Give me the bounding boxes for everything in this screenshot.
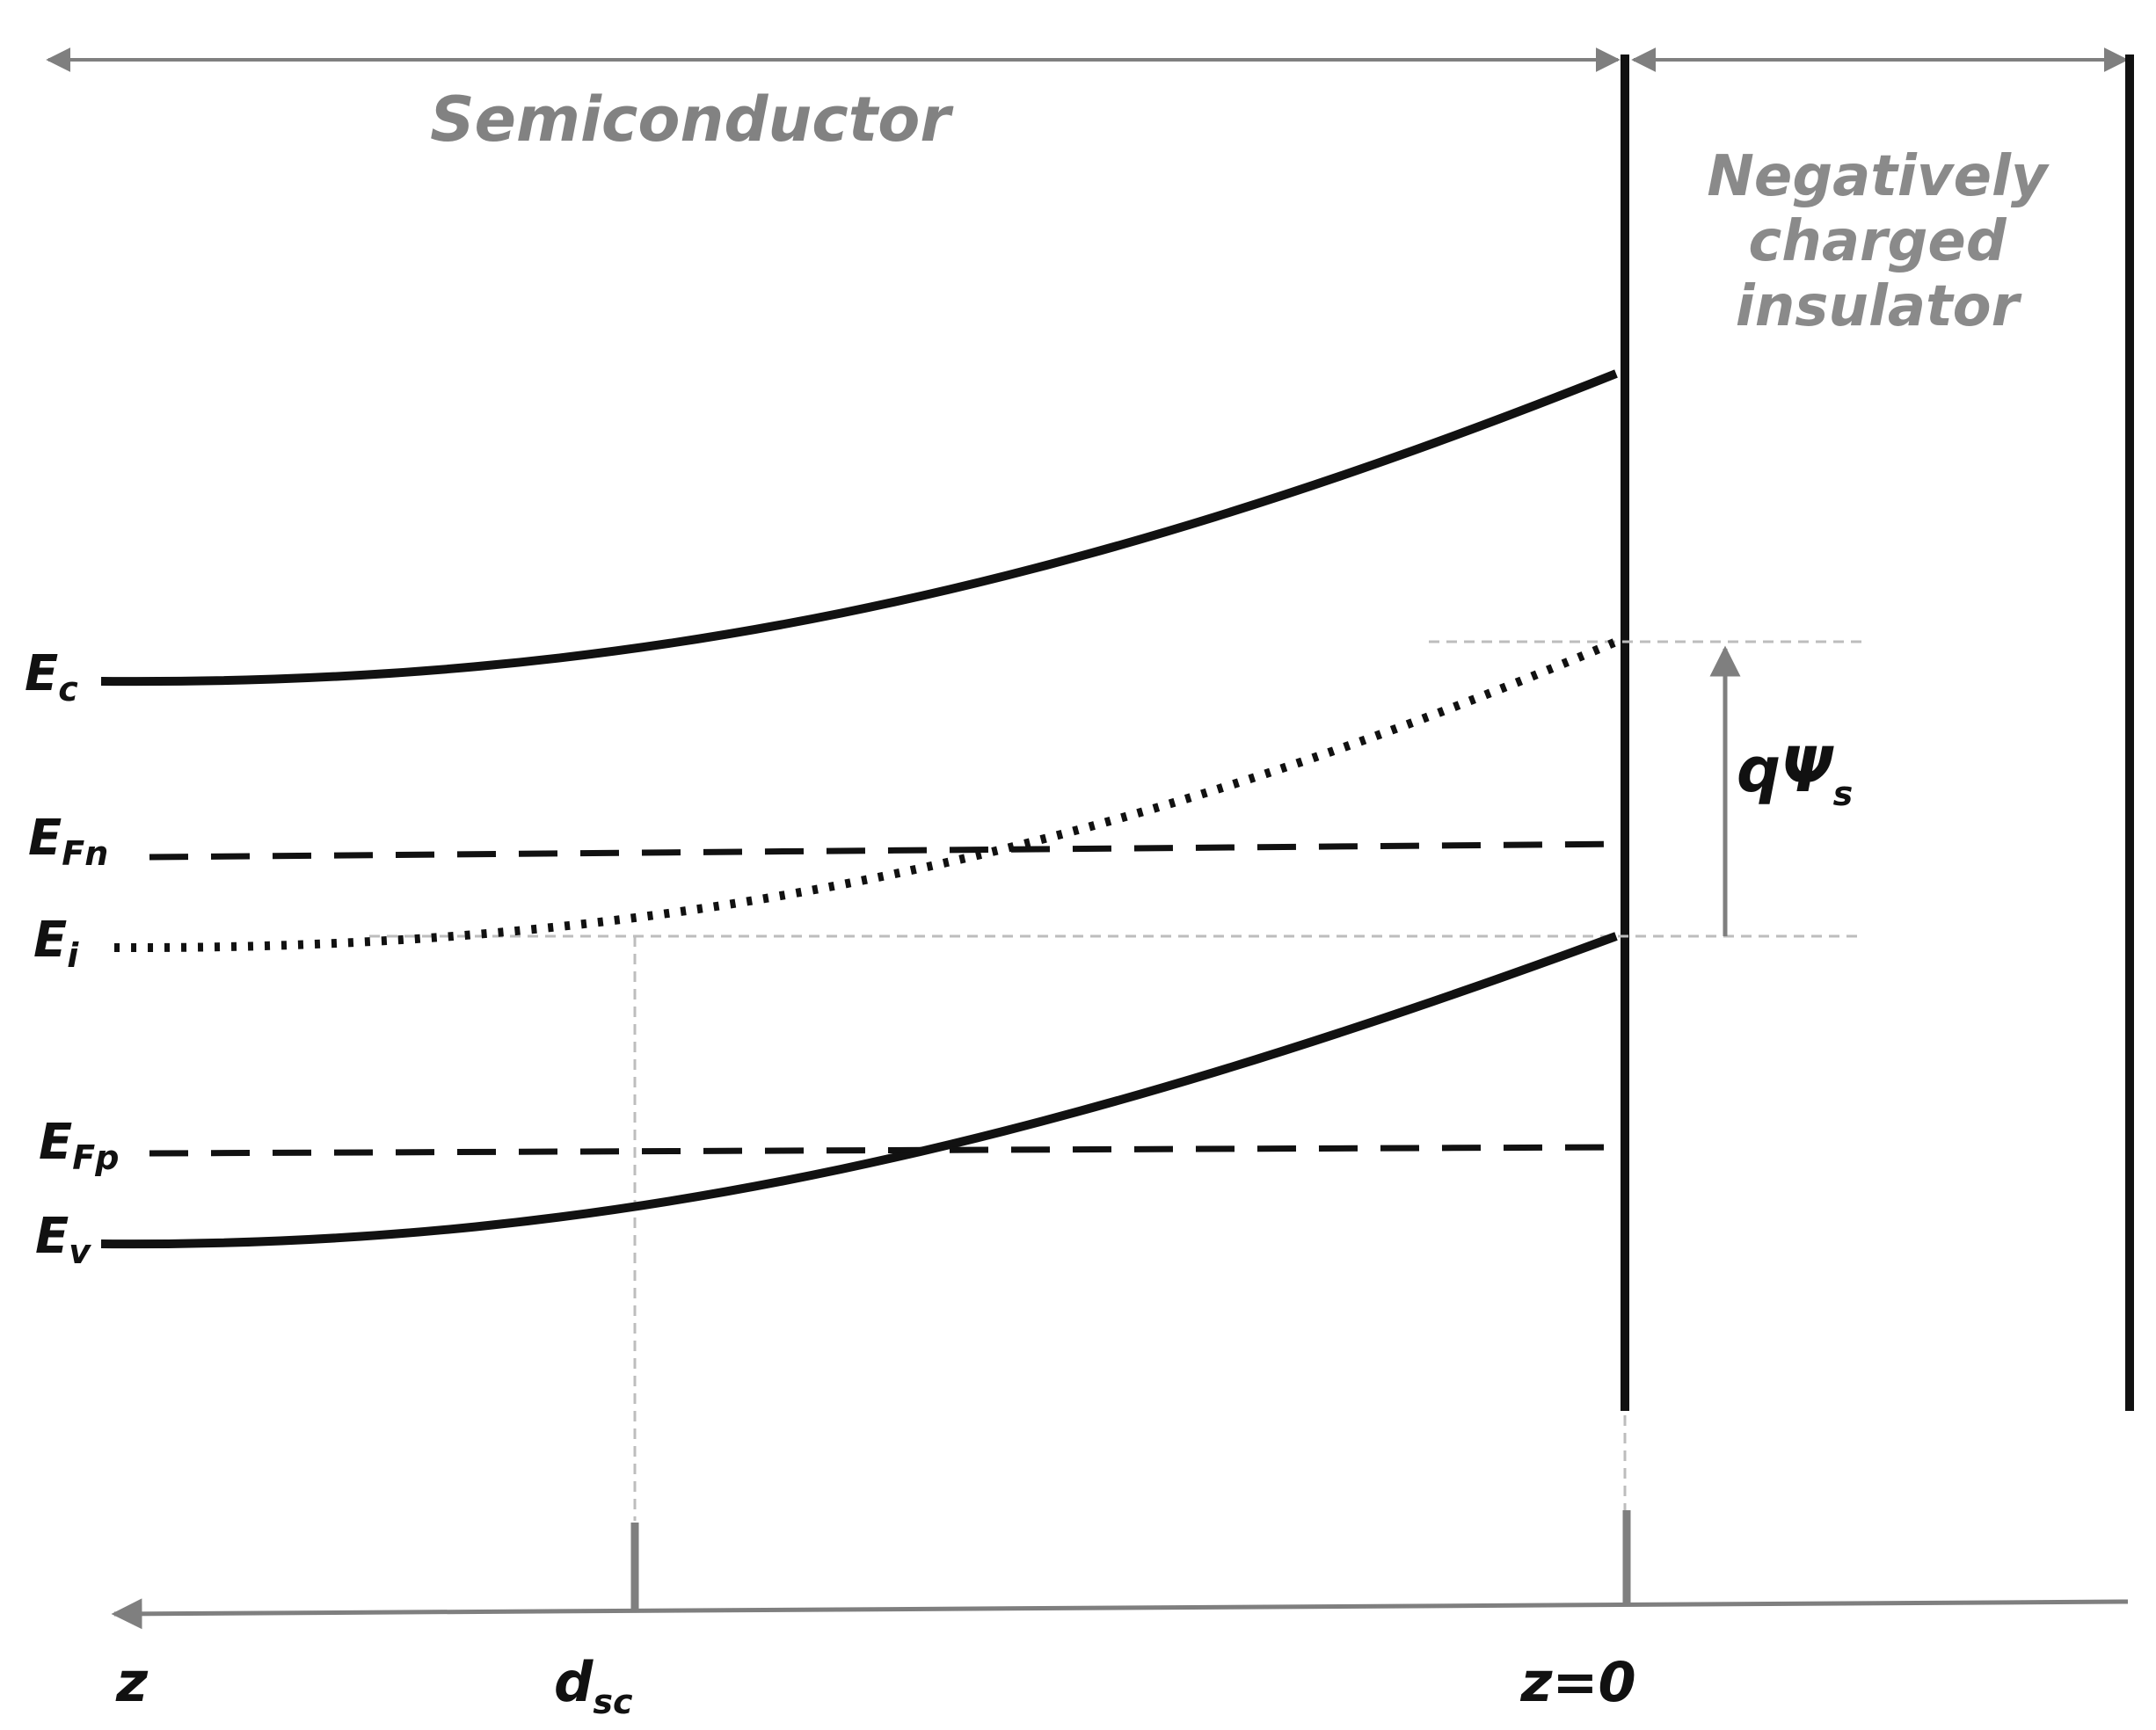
conduction-band-curve [100,369,1618,687]
surface-potential-label: qΨs [1737,734,1853,813]
valence-band-curve [100,932,1618,1249]
insulator-label-line1: Negatively [1707,144,2050,209]
efn-label: EFn [28,810,108,873]
hole-quasi-fermi-level [149,1144,1623,1157]
efp-label: EFp [39,1114,119,1177]
ec-label: Ec [25,645,78,709]
z0-label: z=0 [1519,1650,1635,1714]
z-axis-label: z [115,1650,149,1714]
electron-quasi-fermi-level [149,840,1623,861]
intrinsic-level-curve [113,637,1618,953]
dsc-label: dsc [554,1650,633,1721]
ei-label: Ei [33,912,79,975]
semiconductor-label: Semiconductor [430,84,954,156]
insulator-label-line3: insulator [1736,274,2022,339]
insulator-label-line2: charged [1748,209,2007,274]
ev-label: Ev [35,1208,91,1271]
z-axis-arrow [111,1598,2129,1630]
